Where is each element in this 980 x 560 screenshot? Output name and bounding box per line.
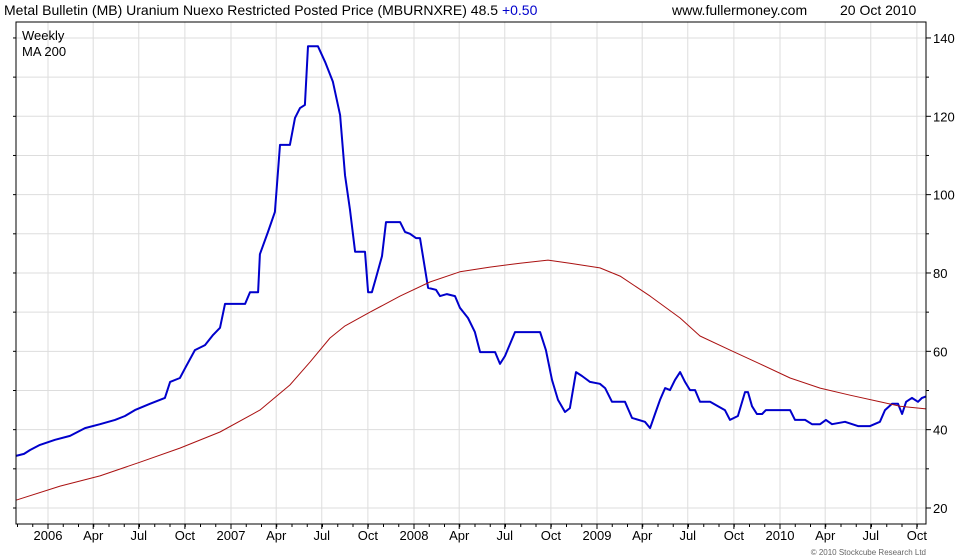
y-tick-label: 80 <box>933 266 947 281</box>
y-tick-label: 120 <box>933 109 955 124</box>
chart-title: Metal Bulletin (MB) Uranium Nuexo Restri… <box>4 2 538 18</box>
y-tick-label: 100 <box>933 188 955 203</box>
x-tick-label: Oct <box>175 528 196 543</box>
legend-weekly: Weekly <box>22 28 65 43</box>
x-tick-label: 2007 <box>217 528 246 543</box>
x-tick-label: Apr <box>83 528 104 543</box>
x-tick-label: Oct <box>907 528 928 543</box>
x-tick-label: 2008 <box>400 528 429 543</box>
x-tick-label: 2009 <box>583 528 612 543</box>
x-tick-label: Jul <box>496 528 513 543</box>
x-tick-label: 2006 <box>34 528 63 543</box>
x-tick-label: Oct <box>724 528 745 543</box>
x-tick-label: Apr <box>815 528 836 543</box>
x-tick-label: Oct <box>358 528 379 543</box>
weekly-price-line <box>15 45 927 457</box>
y-tick-label: 20 <box>933 501 947 516</box>
x-tick-label: Apr <box>266 528 287 543</box>
x-tick-label: Jul <box>130 528 147 543</box>
price-change: +0.50 <box>502 2 538 18</box>
legend-ma200: MA 200 <box>22 44 66 59</box>
x-tick-label: Jul <box>862 528 879 543</box>
x-tick-label: Oct <box>541 528 562 543</box>
x-tick-label: 2010 <box>766 528 795 543</box>
x-tick-label: Apr <box>449 528 470 543</box>
x-tick-label: Jul <box>313 528 330 543</box>
y-tick-label: 40 <box>933 423 947 438</box>
y-tick-label: 60 <box>933 344 947 359</box>
chart-date: 20 Oct 2010 <box>840 2 916 18</box>
series-layer <box>15 45 927 501</box>
copyright: © 2010 Stockcube Research Ltd <box>811 548 926 557</box>
gridlines <box>16 22 926 524</box>
ma200-line <box>15 259 927 501</box>
x-tick-label: Jul <box>679 528 696 543</box>
source-site: www.fullermoney.com <box>671 2 807 18</box>
y-tick-label: 140 <box>933 31 955 46</box>
x-tick-label: Apr <box>632 528 653 543</box>
axes: 20 40 60 80 100 120 140 2006 Apr Jul Oct 2007 Apr Jul… <box>13 31 955 543</box>
